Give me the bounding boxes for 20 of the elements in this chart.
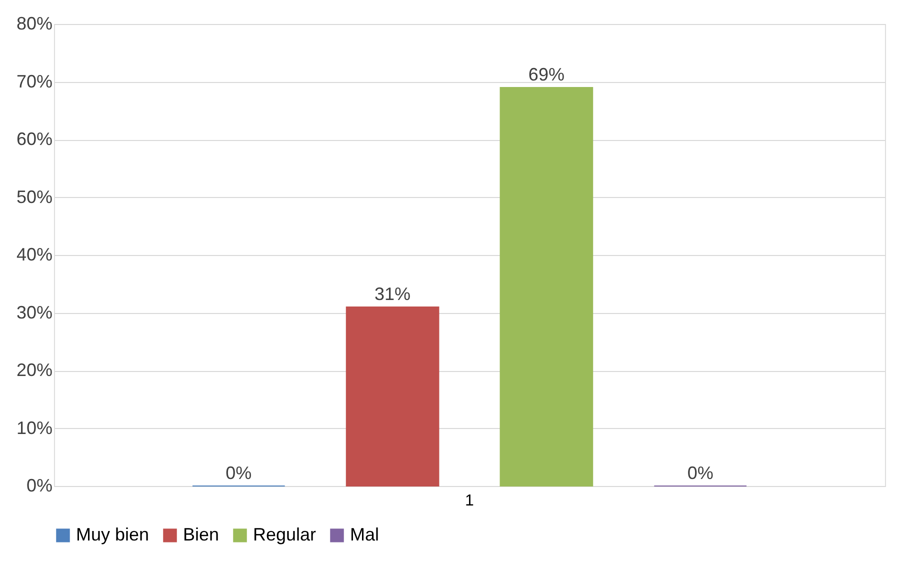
legend-label: Regular <box>253 524 316 544</box>
data-label: 69% <box>528 64 564 85</box>
y-tick-label: 70% <box>16 71 52 92</box>
bar <box>346 306 440 486</box>
y-tick-label: 30% <box>16 302 52 322</box>
y-tick-label: 50% <box>16 186 52 207</box>
y-tick-label: 80% <box>16 14 52 34</box>
y-tick-label: 10% <box>16 418 52 438</box>
data-label: 0% <box>687 463 714 483</box>
data-label: 0% <box>226 463 252 483</box>
y-tick-label: 20% <box>16 360 52 380</box>
y-tick-label: 40% <box>16 244 52 264</box>
legend-label: Bien <box>183 524 220 544</box>
y-tick-label: 60% <box>16 129 52 149</box>
legend-label: Mal <box>350 524 380 544</box>
y-tick-label: 0% <box>26 476 52 496</box>
legend-label: Muy bien <box>76 524 150 544</box>
x-tick-label: 1 <box>465 492 474 510</box>
data-label: 31% <box>374 284 411 304</box>
bar <box>500 87 594 486</box>
